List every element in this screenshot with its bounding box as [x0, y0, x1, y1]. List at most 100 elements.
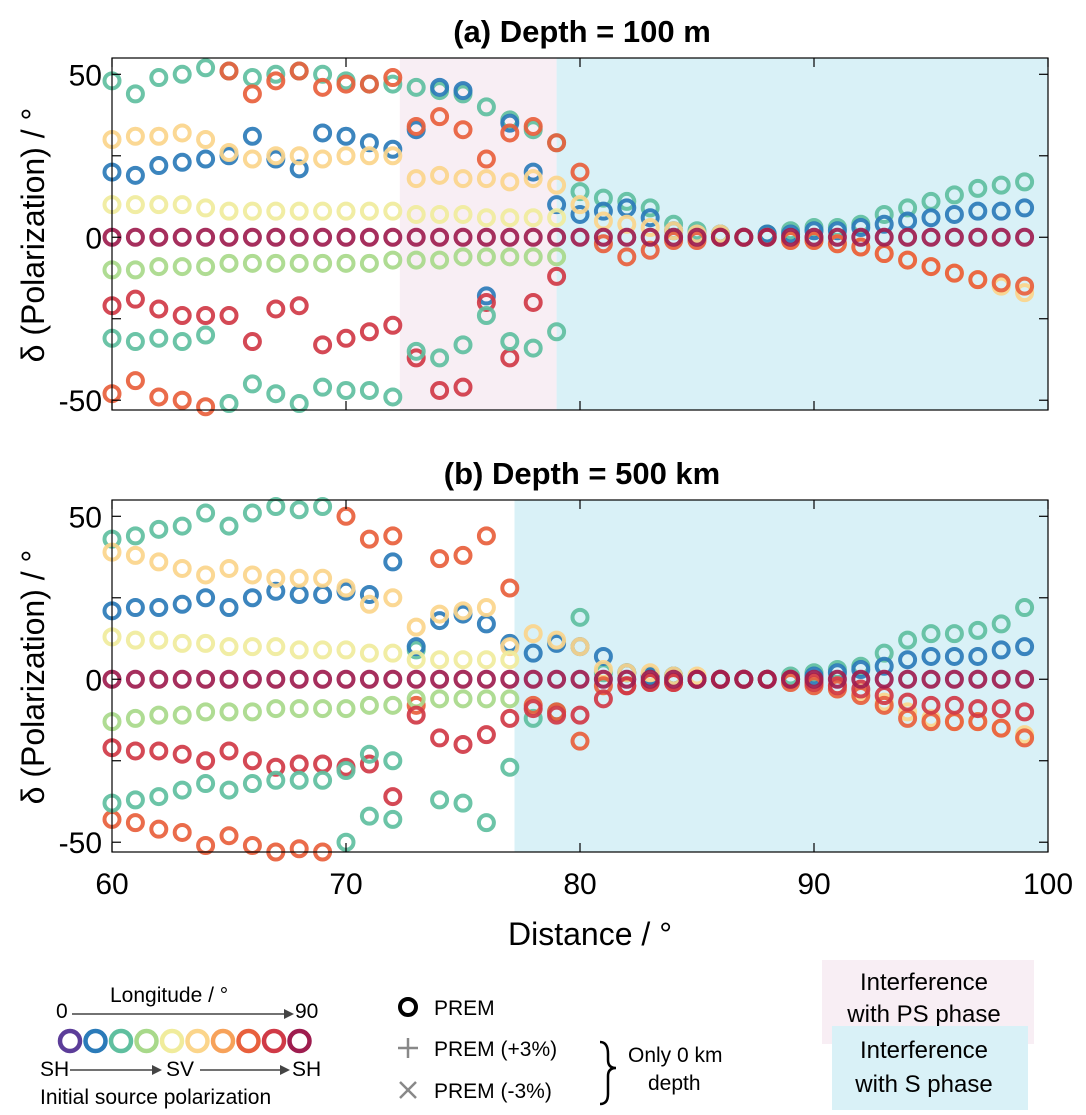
data-point — [383, 751, 403, 771]
data-point — [196, 774, 216, 794]
data-point — [617, 191, 637, 211]
color-legend: 0 Longitude / ° 90 SH SV SH Initial sour… — [40, 984, 321, 1109]
data-point — [851, 659, 871, 679]
data-point — [991, 669, 1011, 689]
data-point — [289, 393, 309, 413]
data-point — [1015, 198, 1035, 218]
data-point — [406, 617, 426, 637]
data-point — [500, 247, 520, 267]
data-point — [125, 289, 145, 309]
data-point — [476, 169, 496, 189]
data-point — [944, 204, 964, 224]
data-point — [149, 669, 169, 689]
data-point — [476, 247, 496, 267]
x-tick-label: 90 — [797, 868, 830, 901]
data-point — [289, 146, 309, 166]
data-point — [359, 669, 379, 689]
data-point — [547, 266, 567, 286]
data-point — [453, 81, 473, 101]
data-point — [172, 558, 192, 578]
data-point — [476, 650, 496, 670]
data-point — [219, 227, 239, 247]
data-point — [523, 699, 543, 719]
data-point — [289, 568, 309, 588]
data-point — [289, 201, 309, 221]
data-point — [430, 689, 450, 709]
data-point — [664, 227, 684, 247]
data-point — [453, 669, 473, 689]
data-point — [453, 650, 473, 670]
data-point — [991, 718, 1011, 738]
data-point — [944, 227, 964, 247]
data-point — [336, 201, 356, 221]
data-point — [383, 526, 403, 546]
data-point — [196, 588, 216, 608]
data-point — [898, 250, 918, 270]
data-point — [289, 296, 309, 316]
data-point — [242, 84, 262, 104]
data-point — [547, 247, 567, 267]
panel-a-ylabel: δ (Polarization) / ° — [15, 108, 51, 363]
data-point — [313, 754, 333, 774]
data-point — [172, 123, 192, 143]
data-point — [640, 217, 660, 237]
data-point — [944, 263, 964, 283]
data-point — [1015, 172, 1035, 192]
data-point — [1015, 598, 1035, 618]
data-point — [313, 669, 333, 689]
data-point — [125, 598, 145, 618]
data-point — [430, 348, 450, 368]
data-point — [172, 257, 192, 277]
data-point — [476, 227, 496, 247]
data-point — [476, 526, 496, 546]
model-legend: PREM PREM (+3%) PREM (-3%) Only 0 km dep… — [398, 997, 723, 1106]
data-point — [476, 669, 496, 689]
data-point — [196, 751, 216, 771]
data-point — [219, 558, 239, 578]
data-point — [359, 594, 379, 614]
data-point — [968, 669, 988, 689]
data-point — [242, 669, 262, 689]
data-point — [570, 204, 590, 224]
data-point — [289, 640, 309, 660]
legend-arrowhead-sh — [280, 1065, 290, 1075]
data-point — [289, 253, 309, 273]
data-point — [242, 751, 262, 771]
data-point — [313, 77, 333, 97]
data-point — [500, 113, 520, 133]
data-point — [149, 552, 169, 572]
legend-color-circle — [185, 1028, 210, 1054]
legend-color-circle — [134, 1028, 159, 1054]
data-point — [219, 201, 239, 221]
data-point — [921, 695, 941, 715]
data-point — [219, 702, 239, 722]
data-point — [523, 169, 543, 189]
data-point — [125, 813, 145, 833]
data-point — [406, 341, 426, 361]
legend-brace — [599, 1040, 617, 1106]
data-point — [242, 253, 262, 273]
data-point — [523, 247, 543, 267]
data-point — [336, 126, 356, 146]
legend-color-circle — [83, 1028, 108, 1054]
data-point — [476, 149, 496, 169]
data-point — [453, 247, 473, 267]
panel-a-title: (a) Depth = 100 m — [453, 14, 711, 49]
data-point — [430, 728, 450, 748]
data-point — [710, 669, 730, 689]
data-point — [125, 260, 145, 280]
data-point — [172, 516, 192, 536]
data-point — [266, 71, 286, 91]
data-point — [991, 201, 1011, 221]
data-point — [125, 371, 145, 391]
data-point — [921, 208, 941, 228]
data-point — [991, 227, 1011, 247]
data-point — [453, 377, 473, 397]
data-point — [851, 679, 871, 699]
data-point — [125, 195, 145, 215]
data-point — [149, 257, 169, 277]
data-point — [453, 734, 473, 754]
data-point — [336, 669, 356, 689]
data-point — [266, 770, 286, 790]
data-point — [430, 669, 450, 689]
